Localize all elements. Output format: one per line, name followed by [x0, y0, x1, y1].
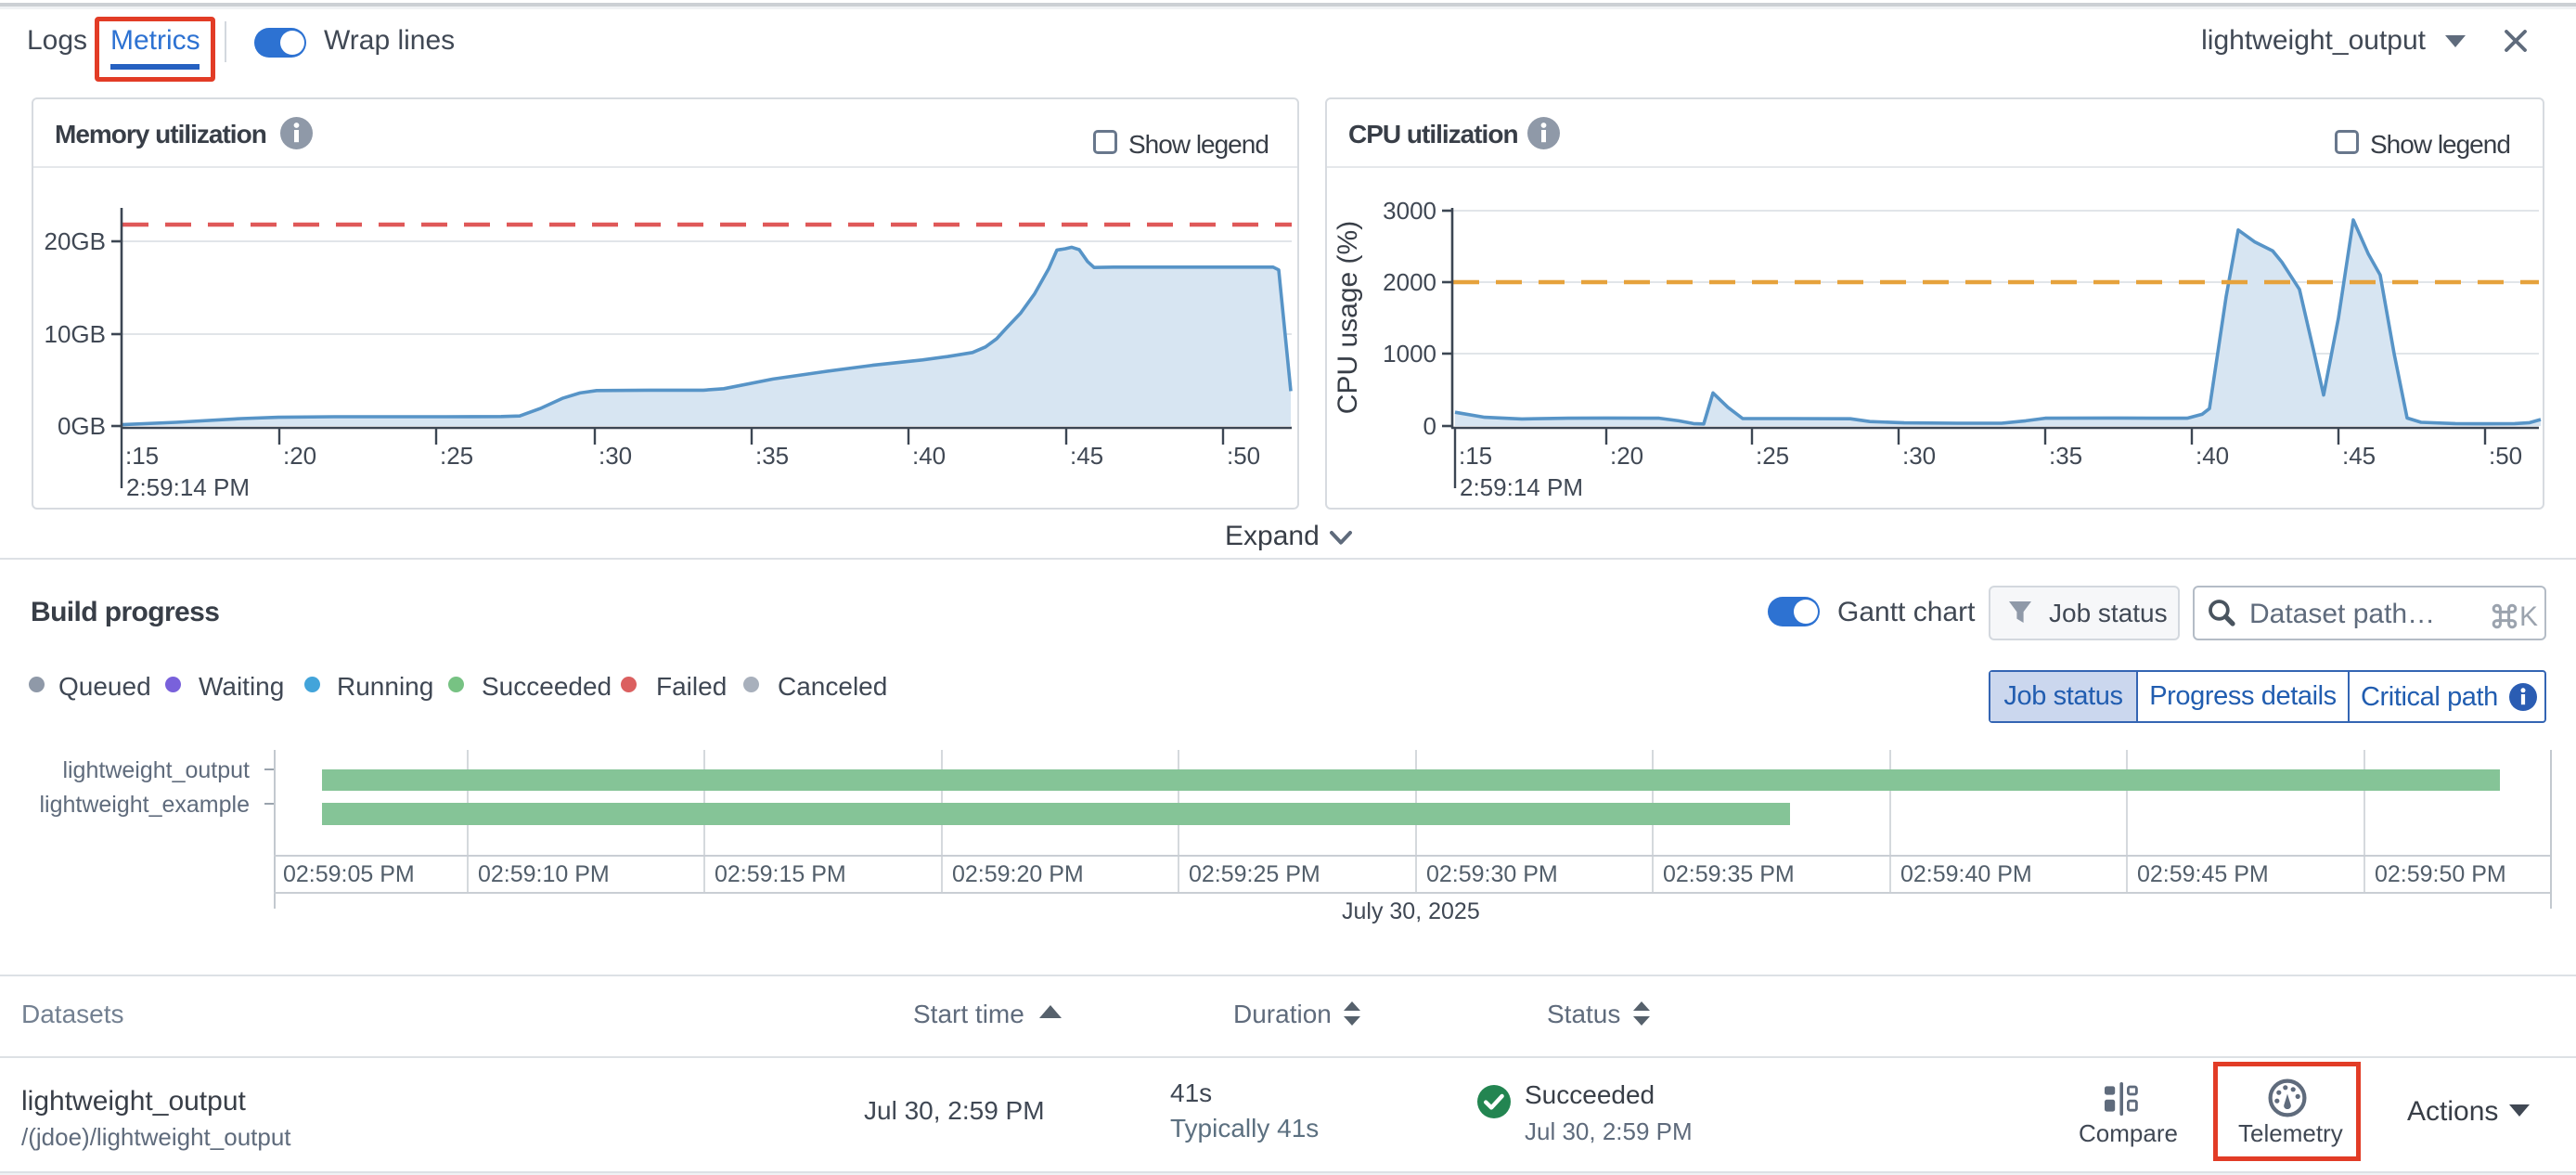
svg-text::40: :40 [912, 442, 946, 470]
svg-text::25: :25 [1756, 442, 1789, 470]
svg-text::25: :25 [440, 442, 473, 470]
svg-text::20: :20 [283, 442, 316, 470]
svg-text::35: :35 [2049, 442, 2082, 470]
svg-text:10GB: 10GB [45, 320, 107, 348]
svg-text::15: :15 [1459, 442, 1492, 470]
svg-text:2:59:14 PM: 2:59:14 PM [1460, 473, 1583, 501]
svg-text::30: :30 [599, 442, 632, 470]
svg-text:0: 0 [1423, 412, 1436, 440]
svg-text::20: :20 [1610, 442, 1643, 470]
svg-text:2:59:14 PM: 2:59:14 PM [126, 473, 250, 501]
svg-text:20GB: 20GB [45, 227, 107, 255]
svg-text:0GB: 0GB [58, 412, 106, 440]
svg-text:2000: 2000 [1383, 268, 1436, 296]
svg-text::50: :50 [1227, 442, 1260, 470]
svg-text::35: :35 [755, 442, 789, 470]
svg-text:1000: 1000 [1383, 340, 1436, 368]
svg-text:3000: 3000 [1383, 197, 1436, 225]
svg-text::45: :45 [2342, 442, 2376, 470]
svg-text::50: :50 [2489, 442, 2522, 470]
svg-text::45: :45 [1070, 442, 1103, 470]
svg-text::30: :30 [1902, 442, 1936, 470]
svg-text::40: :40 [2196, 442, 2229, 470]
svg-text::15: :15 [125, 442, 159, 470]
svg-text:CPU usage (%): CPU usage (%) [1333, 221, 1363, 414]
